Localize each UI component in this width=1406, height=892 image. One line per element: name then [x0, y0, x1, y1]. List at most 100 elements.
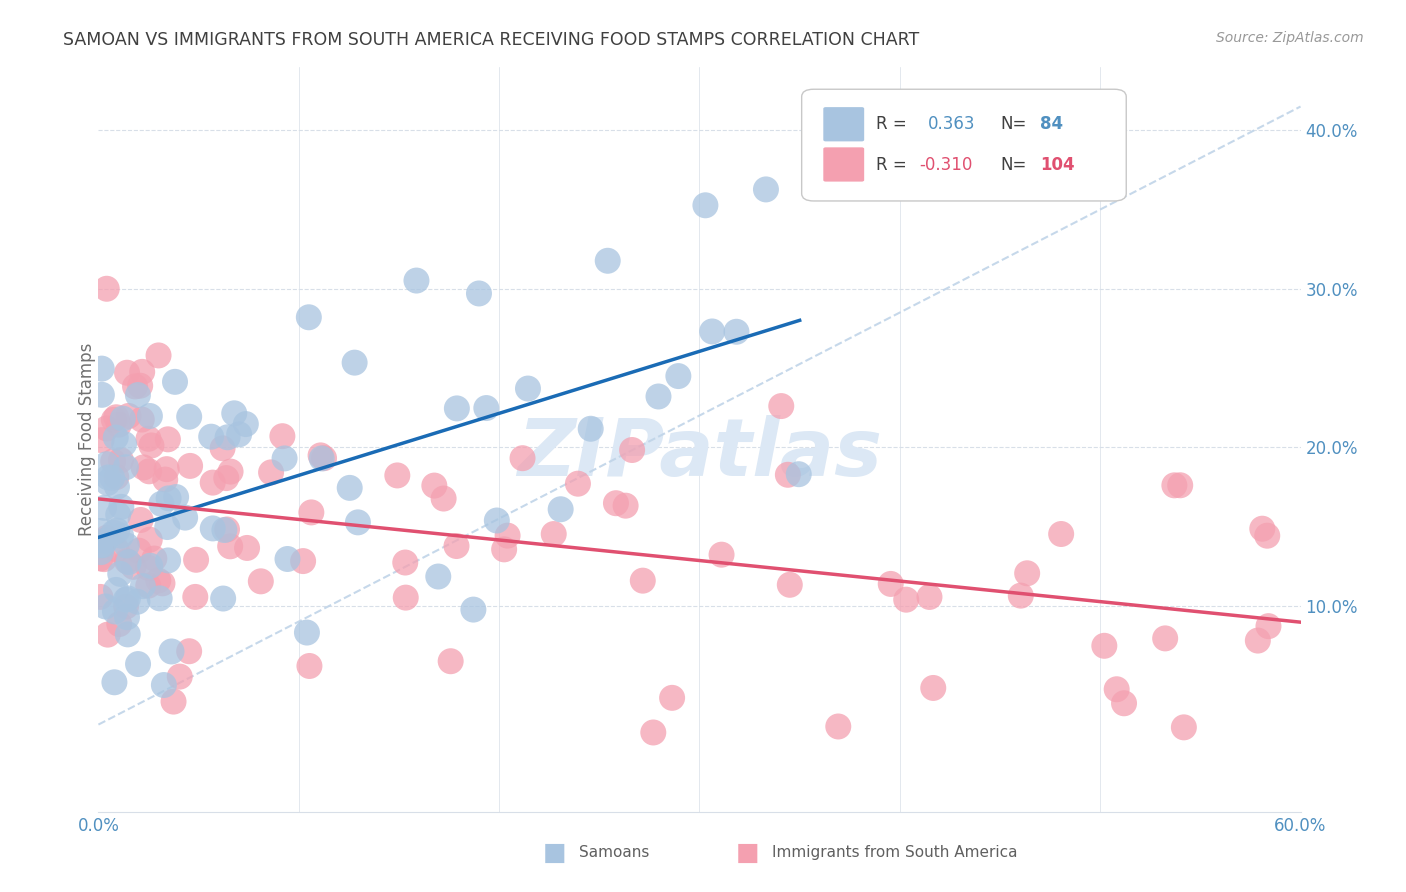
Point	[236, 541, 259, 555]
Text: Source: ZipAtlas.com: Source: ZipAtlas.com	[1216, 31, 1364, 45]
Point	[776, 467, 799, 482]
Point	[117, 627, 139, 641]
Point	[105, 470, 128, 484]
Point	[138, 432, 160, 446]
Point	[228, 427, 250, 442]
Point	[89, 551, 111, 566]
Point	[97, 627, 120, 641]
Point	[1105, 682, 1128, 697]
Point	[695, 198, 717, 212]
Point	[276, 552, 298, 566]
Point	[446, 539, 468, 553]
Text: N=: N=	[1000, 115, 1026, 133]
Point	[827, 719, 849, 733]
Point	[152, 576, 174, 591]
Point	[127, 595, 149, 609]
Point	[700, 325, 723, 339]
Point	[260, 466, 283, 480]
Point	[787, 467, 810, 482]
Point	[115, 366, 138, 380]
Point	[129, 378, 152, 392]
Point	[115, 610, 138, 624]
Point	[132, 579, 155, 593]
Point	[211, 442, 233, 456]
Point	[174, 510, 197, 524]
Point	[423, 478, 446, 492]
Point	[271, 429, 294, 443]
Point	[110, 500, 132, 514]
Point	[115, 592, 138, 607]
Point	[96, 531, 118, 545]
Point	[312, 451, 335, 466]
Point	[567, 476, 589, 491]
Point	[446, 401, 468, 416]
Text: R =: R =	[876, 156, 907, 174]
Point	[311, 451, 333, 466]
Point	[631, 574, 654, 588]
Point	[117, 591, 139, 606]
Point	[1010, 589, 1032, 603]
Point	[643, 725, 665, 739]
Point	[463, 602, 485, 616]
Point	[124, 379, 146, 393]
Point	[543, 527, 565, 541]
Point	[273, 451, 295, 466]
Point	[299, 505, 322, 519]
Text: N=: N=	[1000, 156, 1026, 174]
Point	[1168, 478, 1191, 492]
Point	[339, 481, 361, 495]
Point	[105, 582, 128, 597]
Text: Immigrants from South America: Immigrants from South America	[772, 846, 1017, 860]
Point	[440, 654, 463, 668]
Point	[494, 542, 516, 557]
Point	[139, 558, 162, 573]
Point	[96, 282, 118, 296]
Point	[149, 591, 172, 606]
Point	[550, 502, 572, 516]
Point	[108, 417, 131, 432]
Point	[219, 539, 242, 553]
Point	[105, 480, 128, 494]
Point	[110, 529, 132, 543]
Point	[101, 471, 124, 485]
Point	[97, 470, 120, 484]
Point	[347, 516, 370, 530]
Text: R =: R =	[876, 115, 907, 133]
Point	[770, 399, 793, 413]
Point	[143, 551, 166, 566]
Text: ■: ■	[543, 840, 567, 864]
Point	[105, 524, 128, 538]
FancyBboxPatch shape	[801, 89, 1126, 201]
Point	[201, 475, 224, 490]
Point	[512, 451, 534, 466]
Point	[427, 569, 450, 583]
Point	[217, 430, 239, 444]
Point	[138, 561, 160, 575]
Point	[108, 617, 131, 632]
Point	[1050, 527, 1073, 541]
Point	[215, 523, 238, 537]
Point	[666, 369, 689, 384]
Text: ZIPatlas: ZIPatlas	[517, 415, 882, 493]
Point	[596, 253, 619, 268]
Point	[91, 538, 114, 552]
Point	[90, 388, 112, 402]
Point	[779, 578, 801, 592]
Point	[93, 500, 115, 515]
Point	[150, 497, 173, 511]
Point	[156, 462, 179, 476]
Point	[148, 574, 170, 588]
Point	[110, 453, 132, 467]
Point	[179, 458, 201, 473]
Point	[725, 325, 748, 339]
Point	[115, 554, 138, 568]
Point	[165, 490, 187, 504]
Point	[179, 409, 201, 424]
Point	[112, 437, 135, 451]
Point	[1251, 522, 1274, 536]
Point	[155, 473, 177, 487]
Point	[224, 406, 246, 420]
Point	[1112, 696, 1135, 710]
Point	[103, 525, 125, 540]
Point	[141, 438, 163, 452]
